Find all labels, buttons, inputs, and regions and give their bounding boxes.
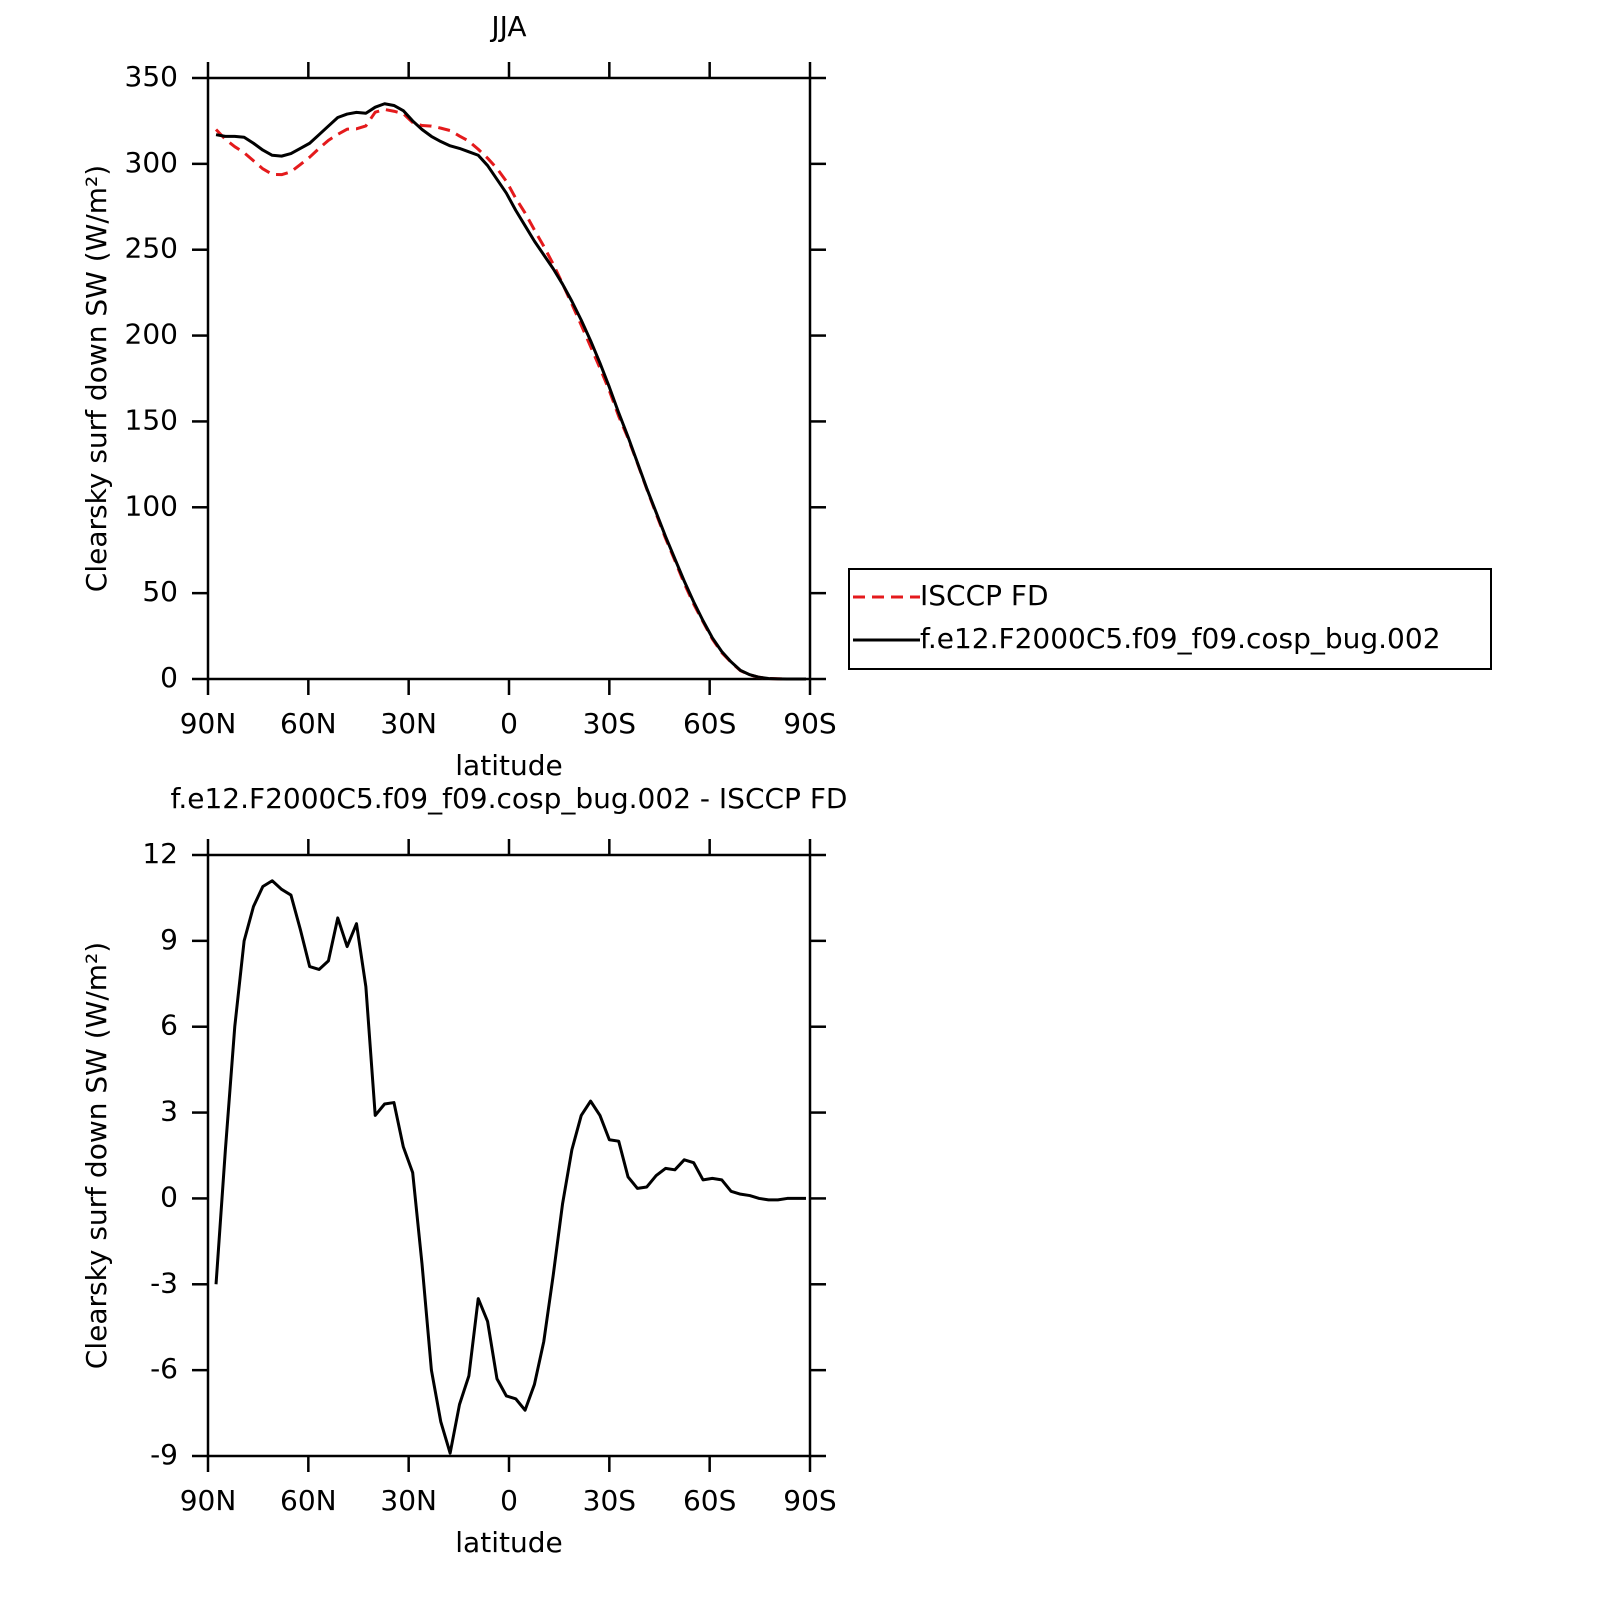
x-tick-label: 90N	[180, 707, 237, 740]
x-axis-label: latitude	[455, 1526, 562, 1559]
legend-box	[848, 568, 1492, 670]
y-tick-label: -3	[150, 1266, 178, 1299]
y-tick-label: 150	[125, 403, 178, 436]
x-tick-label: 90S	[783, 1484, 836, 1517]
y-tick-label: 0	[160, 661, 178, 694]
y-axis-label: Clearsky surf down SW (W/m²)	[80, 942, 113, 1369]
x-tick-label: 60N	[280, 707, 337, 740]
plot-frame	[206, 853, 812, 1458]
y-axis-label: Clearsky surf down SW (W/m²)	[80, 165, 113, 592]
y-tick-label: 100	[125, 489, 178, 522]
y-tick-label: 200	[125, 318, 178, 351]
x-tick-label: 30S	[583, 707, 636, 740]
data-line	[215, 102, 806, 681]
data-line	[214, 107, 806, 681]
y-tick-label: 6	[160, 1009, 178, 1042]
data-line	[214, 879, 806, 1455]
y-tick-label: 350	[125, 60, 178, 93]
y-tick-label: 3	[160, 1095, 178, 1128]
legend-label: f.e12.F2000C5.f09_f09.cosp_bug.002	[920, 622, 1441, 655]
plot-frame	[206, 76, 812, 681]
y-tick-label: 250	[125, 232, 178, 265]
y-tick-label: 9	[160, 923, 178, 956]
y-tick-label: 0	[160, 1180, 178, 1213]
chart-title: JJA	[489, 10, 526, 43]
x-tick-label: 60S	[683, 707, 736, 740]
x-tick-label: 60N	[280, 1484, 337, 1517]
y-tick-label: -6	[150, 1352, 178, 1385]
x-tick-label: 90N	[180, 1484, 237, 1517]
x-tick-label: 60S	[683, 1484, 736, 1517]
y-tick-label: 12	[142, 837, 178, 870]
x-tick-label: 0	[500, 1484, 518, 1517]
x-tick-label: 30N	[380, 1484, 437, 1517]
x-axis-label: latitude	[455, 749, 562, 782]
x-tick-label: 30S	[583, 1484, 636, 1517]
x-tick-label: 30N	[380, 707, 437, 740]
x-tick-label: 0	[500, 707, 518, 740]
y-tick-label: 300	[125, 146, 178, 179]
y-tick-label: -9	[150, 1438, 178, 1471]
legend-label: ISCCP FD	[920, 579, 1049, 612]
y-tick-label: 50	[142, 575, 178, 608]
x-tick-label: 90S	[783, 707, 836, 740]
chart-title: f.e12.F2000C5.f09_f09.cosp_bug.002 - ISC…	[171, 782, 848, 815]
